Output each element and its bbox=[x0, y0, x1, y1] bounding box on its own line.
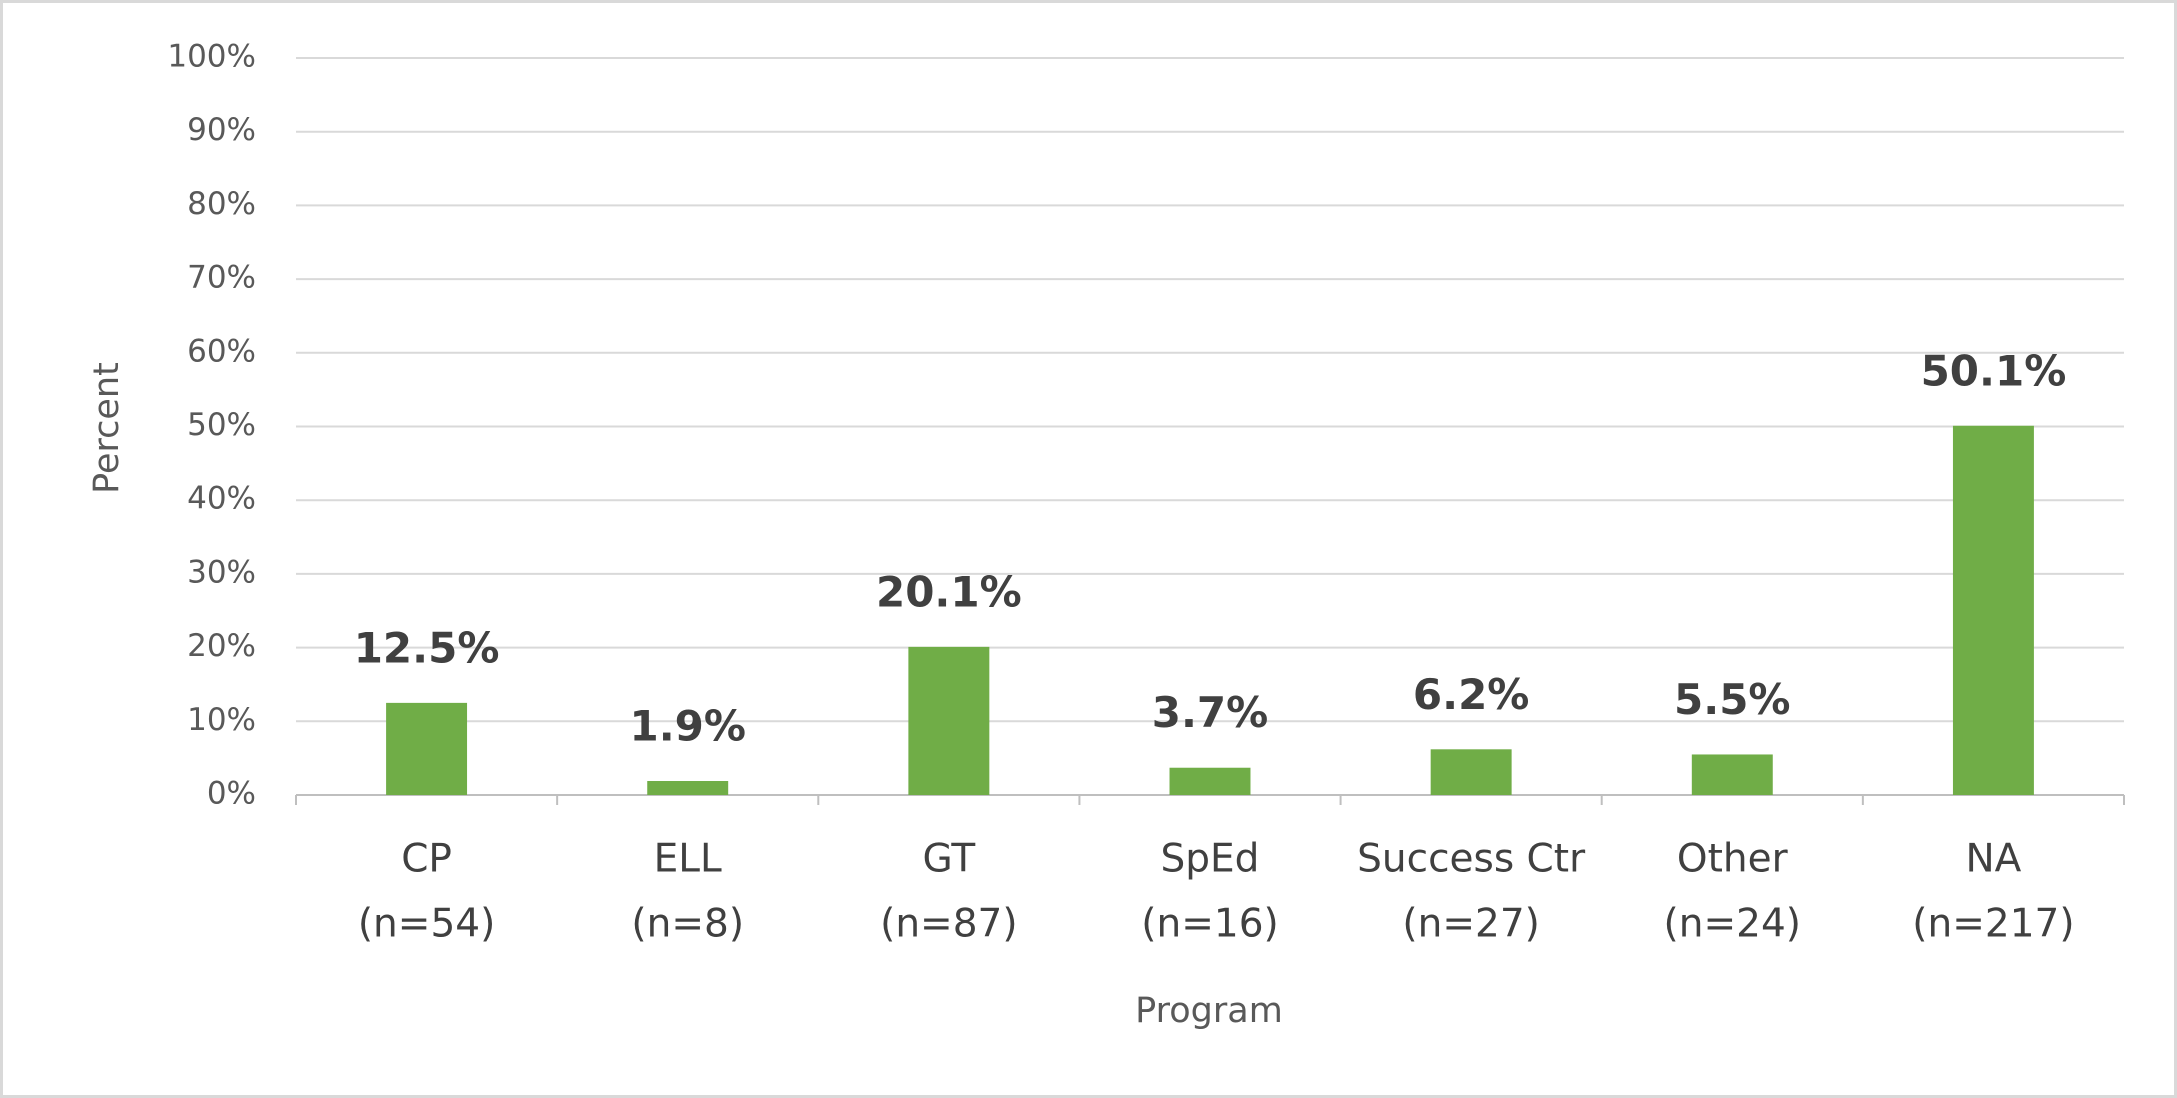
x-tick-label: Other bbox=[1677, 837, 1789, 882]
bar bbox=[1430, 749, 1512, 795]
value-label: 3.7% bbox=[1152, 688, 1268, 737]
bar bbox=[1169, 767, 1251, 795]
y-axis-title: Percent bbox=[87, 362, 127, 494]
x-tick-label: (n=8) bbox=[631, 902, 744, 947]
y-tick-label: 70% bbox=[187, 260, 256, 296]
x-tick-label: SpEd bbox=[1161, 837, 1260, 882]
value-label: 6.2% bbox=[1413, 670, 1529, 719]
x-tick-label: Success Ctr bbox=[1357, 837, 1586, 882]
bar bbox=[1691, 754, 1773, 795]
bar bbox=[647, 780, 729, 795]
bar bbox=[908, 646, 990, 795]
x-tick-label: (n=24) bbox=[1664, 902, 1801, 947]
y-tick-label: 30% bbox=[187, 554, 256, 590]
x-tick-label: ELL bbox=[654, 837, 722, 882]
y-tick-label: 100% bbox=[167, 39, 256, 75]
x-tick-label: GT bbox=[923, 837, 976, 882]
x-tick-label: (n=87) bbox=[880, 902, 1017, 947]
x-tick-label: NA bbox=[1965, 837, 2021, 882]
x-tick-label: (n=217) bbox=[1912, 902, 2074, 947]
value-label: 12.5% bbox=[354, 623, 500, 672]
bar bbox=[1952, 425, 2034, 795]
y-tick-label: 90% bbox=[187, 112, 256, 148]
value-label: 5.5% bbox=[1674, 675, 1790, 724]
x-tick-label: CP bbox=[401, 837, 452, 882]
y-tick-label: 20% bbox=[187, 628, 256, 664]
y-tick-label: 10% bbox=[187, 702, 256, 738]
bar bbox=[386, 702, 468, 795]
y-tick-label: 60% bbox=[187, 333, 256, 369]
value-label: 50.1% bbox=[1921, 346, 2067, 395]
value-label: 1.9% bbox=[629, 701, 745, 750]
y-tick-label: 80% bbox=[187, 186, 256, 222]
y-tick-label: 40% bbox=[187, 481, 256, 517]
x-tick-label: (n=54) bbox=[358, 902, 495, 947]
value-label: 20.1% bbox=[876, 567, 1022, 616]
x-tick-label: (n=27) bbox=[1402, 902, 1539, 947]
y-tick-label: 50% bbox=[187, 407, 256, 443]
y-tick-label: 0% bbox=[207, 776, 256, 812]
x-axis-title: Program bbox=[1135, 991, 1283, 1031]
x-tick-label: (n=16) bbox=[1141, 902, 1278, 947]
